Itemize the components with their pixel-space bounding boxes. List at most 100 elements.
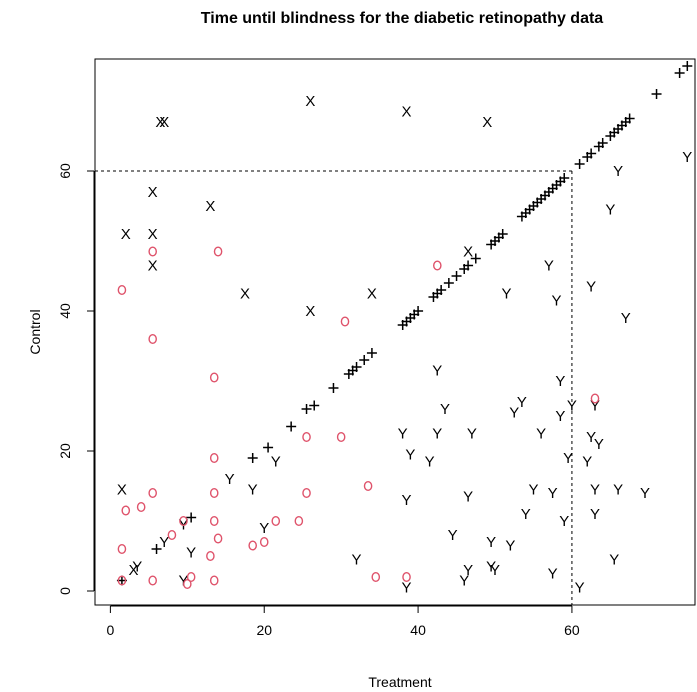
plus-point <box>463 260 474 271</box>
plus-point <box>624 113 635 124</box>
plus-point <box>247 453 258 463</box>
y-point: Y <box>548 485 558 502</box>
o-point <box>209 575 219 586</box>
y-point: Y <box>590 398 600 415</box>
o-point <box>433 260 442 271</box>
y-point: Y <box>402 580 412 597</box>
o-point <box>206 551 215 562</box>
x-point: X <box>402 104 412 121</box>
y-point: Y <box>528 482 538 499</box>
o-point <box>213 533 223 544</box>
plus-point <box>263 442 274 453</box>
x-tick-label: 60 <box>564 622 580 638</box>
plus-point <box>413 306 424 316</box>
y-point: Y <box>271 454 281 471</box>
x-point: X <box>148 258 158 275</box>
y-point: Y <box>486 559 496 576</box>
o-point <box>148 246 157 257</box>
x-point: X <box>205 198 215 215</box>
o-point <box>302 432 311 443</box>
o-point <box>148 334 157 345</box>
o-point <box>183 579 192 590</box>
plus-point <box>574 159 585 169</box>
y-point: Y <box>440 401 450 418</box>
x-point: X <box>121 226 131 243</box>
o-point <box>209 488 219 499</box>
y-point: Y <box>548 566 558 583</box>
y-tick-label: 40 <box>57 303 73 319</box>
y-point: Y <box>567 398 577 415</box>
plus-point <box>470 253 481 264</box>
y-axis-label: Control <box>27 309 43 354</box>
y-point: Y <box>178 573 188 590</box>
y-point: Y <box>555 373 565 390</box>
o-point <box>209 453 219 464</box>
y-point: Y <box>609 552 619 569</box>
o-point <box>148 488 157 499</box>
o-point <box>117 544 127 555</box>
plus-point <box>328 383 339 393</box>
y-point: Y <box>605 202 615 219</box>
plus-point <box>351 362 362 372</box>
plus-point <box>443 278 454 288</box>
y-axis: 0 20 40 60 <box>57 163 95 595</box>
y-point: Y <box>521 506 531 523</box>
y-point: Y <box>486 534 496 551</box>
y-point: Y <box>432 363 442 380</box>
y-point: Y <box>552 293 562 310</box>
y-point: Y <box>613 163 623 180</box>
x-point: X <box>155 114 165 131</box>
y-point: Y <box>352 552 362 569</box>
y-point: Y <box>621 310 631 327</box>
o-point <box>402 572 411 583</box>
y-point: Y <box>490 562 500 579</box>
chart-title: Time until blindness for the diabetic re… <box>201 10 604 27</box>
o-point <box>209 516 219 527</box>
x-point: X <box>117 482 127 499</box>
y-point: Y <box>398 426 408 443</box>
o-point <box>363 481 373 492</box>
o-point <box>590 393 600 404</box>
plus-point <box>309 400 320 411</box>
x-tick-label: 0 <box>106 622 114 638</box>
y-tick-label: 20 <box>57 443 73 459</box>
y-point: Y <box>594 436 604 453</box>
x-point: X <box>367 286 377 303</box>
plot-frame <box>94 58 696 606</box>
o-point <box>271 516 281 527</box>
y-point: Y <box>225 471 235 488</box>
y-point: Y <box>563 450 573 467</box>
x-point: X <box>240 286 250 303</box>
x-point: X <box>463 244 473 261</box>
o-point <box>336 432 346 443</box>
y-point: Y <box>517 394 527 411</box>
y-point: Y <box>586 279 596 296</box>
o-point <box>371 572 381 583</box>
plus-point <box>286 421 297 432</box>
x-point: X <box>482 114 492 131</box>
o-point <box>340 316 350 327</box>
y-point: Y <box>590 482 600 499</box>
y-point: Y <box>509 405 519 422</box>
y-tick-label: 60 <box>57 163 73 179</box>
x-point: X <box>305 303 315 320</box>
x-point: X <box>148 184 158 201</box>
plus-point <box>451 271 462 281</box>
reference-lines <box>95 170 573 605</box>
x-axis-label: Treatment <box>368 674 431 690</box>
y-point: Y <box>463 562 473 579</box>
y-point: Y <box>590 506 600 523</box>
plus-point <box>186 512 197 523</box>
o-point <box>167 530 177 541</box>
y-point: Y <box>586 429 596 446</box>
plus-point <box>559 173 570 183</box>
y-point: Y <box>402 492 412 509</box>
plus-point <box>674 68 685 78</box>
y-point: Y <box>544 258 554 275</box>
plus-point <box>359 355 370 365</box>
o-point <box>148 575 157 586</box>
y-point: Y <box>613 482 623 499</box>
plus-point <box>682 61 693 71</box>
